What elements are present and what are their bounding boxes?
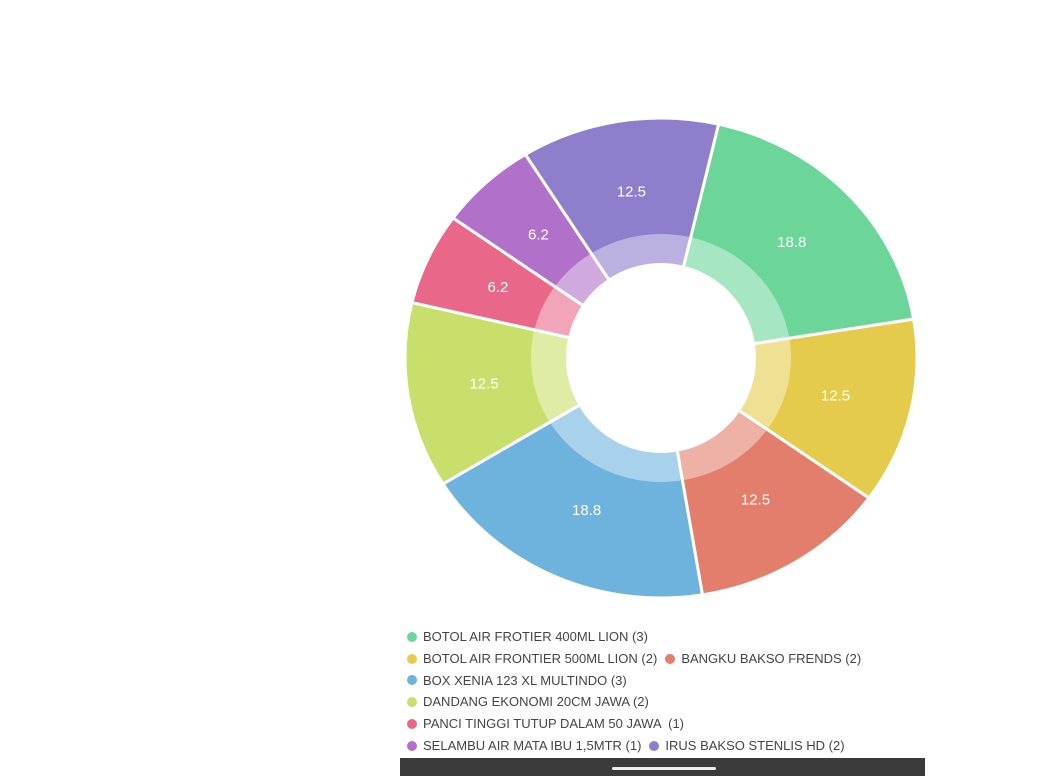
legend-swatch: [407, 631, 417, 642]
value-label: 12.5: [821, 387, 850, 404]
legend-row: BOTOL AIR FRONTIER 500ML LION (2) BANGKU …: [405, 648, 867, 670]
legend-item: DANDANG EKONOMI 20CM JAWA (2): [405, 691, 649, 713]
legend-item: IRUS BAKSO STENLIS HD (2): [647, 735, 845, 757]
legend-row: DANDANG EKONOMI 20CM JAWA (2): [405, 691, 867, 713]
legend-item: BOTOL AIR FRONTIER 500ML LION (2): [405, 648, 657, 670]
value-label: 6.2: [528, 226, 549, 243]
legend-swatch: [407, 697, 417, 708]
home-handle[interactable]: [612, 767, 716, 770]
legend-item: BOTOL AIR FROTIER 400ML LION (3): [405, 626, 648, 648]
legend-swatch: [407, 675, 417, 686]
legend-swatch: [407, 719, 417, 730]
legend-swatch: [407, 653, 417, 664]
legend-label: DANDANG EKONOMI 20CM JAWA (2): [423, 694, 649, 710]
legend-label: SELAMBU AIR MATA IBU 1,5MTR (1): [423, 737, 642, 753]
legend-row: PANCI TINGGI TUTUP DALAM 50 JAWA (1): [405, 713, 867, 735]
legend-label: BOTOL AIR FROTIER 400ML LION (3): [423, 629, 648, 644]
legend-swatch: [649, 740, 660, 751]
legend-label: PANCI TINGGI TUTUP DALAM 50 JAWA (1): [423, 716, 685, 732]
legend: BOTOL AIR FROTIER 400ML LION (3) BOTOL AI…: [405, 626, 867, 757]
legend-row: BOX XENIA 123 XL MULTINDO (3): [405, 670, 867, 692]
legend-label: BOTOL AIR FRONTIER 500ML LION (2): [423, 650, 658, 666]
legend-item: BANGKU BAKSO FRENDS (2): [663, 648, 861, 670]
legend-item: BOX XENIA 123 XL MULTINDO (3): [405, 670, 627, 692]
value-label: 18.8: [572, 502, 601, 519]
legend-row: BOTOL AIR FROTIER 400ML LION (3): [405, 626, 867, 648]
legend-label: IRUS BAKSO STENLIS HD (2): [665, 737, 845, 753]
nav-bar: [400, 758, 925, 776]
value-label: 12.5: [617, 183, 646, 200]
legend-swatch: [665, 653, 676, 664]
legend-label: BOX XENIA 123 XL MULTINDO (3): [423, 672, 627, 688]
value-label: 6.2: [488, 279, 509, 296]
legend-item: SELAMBU AIR MATA IBU 1,5MTR (1): [405, 735, 641, 757]
value-label: 12.5: [469, 376, 498, 393]
legend-item: PANCI TINGGI TUTUP DALAM 50 JAWA (1): [405, 713, 684, 735]
value-label: 18.8: [777, 234, 806, 251]
value-label: 12.5: [741, 492, 770, 509]
legend-label: BANGKU BAKSO FRENDS (2): [681, 650, 862, 666]
legend-swatch: [407, 740, 417, 751]
donut-hole: [566, 263, 756, 453]
legend-row: SELAMBU AIR MATA IBU 1,5MTR (1) IRUS BAKS…: [405, 735, 867, 757]
